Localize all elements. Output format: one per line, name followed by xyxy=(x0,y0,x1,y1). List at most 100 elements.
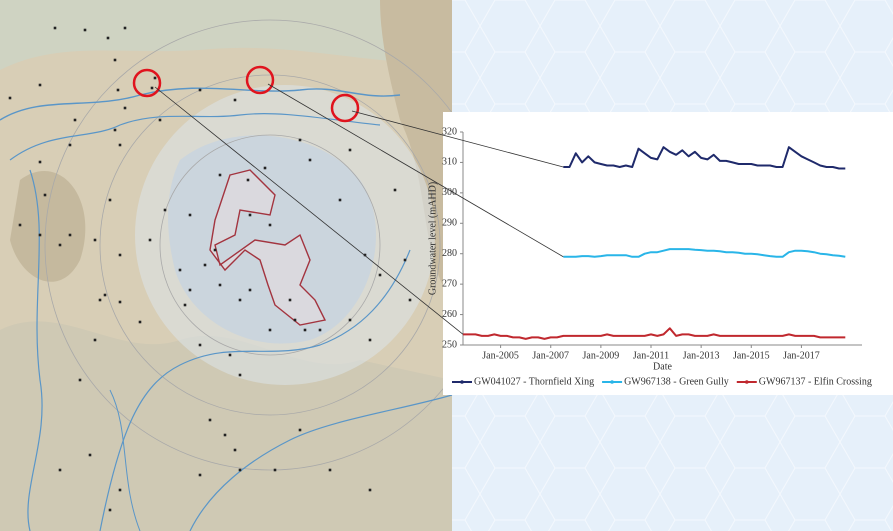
bore-site xyxy=(18,223,22,227)
bore-site xyxy=(58,468,62,472)
x-tick-label: Jan-2005 xyxy=(482,350,519,361)
bore-site xyxy=(246,178,250,182)
bore-site xyxy=(298,138,302,142)
bore-site xyxy=(38,83,42,87)
terrain xyxy=(0,0,452,70)
bore-site xyxy=(378,273,382,277)
y-tick-label: 300 xyxy=(442,187,457,198)
bore-site xyxy=(263,166,267,170)
bore-site xyxy=(318,328,322,332)
bore-site xyxy=(88,453,92,457)
bore-site xyxy=(288,298,292,302)
zone xyxy=(168,135,376,344)
bore-site xyxy=(43,193,47,197)
bore-site xyxy=(73,118,77,122)
bore-site xyxy=(368,488,372,492)
bore-site xyxy=(233,98,237,102)
y-tick-label: 320 xyxy=(442,126,457,137)
bore-site xyxy=(158,118,162,122)
series-line xyxy=(563,146,846,170)
x-tick-label: Jan-2017 xyxy=(783,350,820,361)
bore-site xyxy=(98,298,102,302)
bore-site xyxy=(118,253,122,257)
bore-site xyxy=(148,238,152,242)
bore-site xyxy=(238,468,242,472)
bore-site xyxy=(348,318,352,322)
bore-site xyxy=(403,258,407,262)
series-line xyxy=(463,327,846,340)
legend-marker xyxy=(460,380,464,384)
bore-site xyxy=(408,298,412,302)
river xyxy=(189,394,453,531)
highlight-circle xyxy=(330,93,360,123)
bore-site xyxy=(123,106,127,110)
bore-site xyxy=(113,58,117,62)
bore-site xyxy=(293,318,297,322)
bore-site xyxy=(393,188,397,192)
y-tick-label: 270 xyxy=(442,278,457,289)
bore-site xyxy=(83,28,87,32)
bore-site xyxy=(308,158,312,162)
bore-site xyxy=(298,428,302,432)
y-tick-label: 290 xyxy=(442,218,457,229)
bore-site xyxy=(58,243,62,247)
bore-site xyxy=(198,343,202,347)
bore-site xyxy=(178,268,182,272)
bore-site xyxy=(93,338,97,342)
terrain xyxy=(10,171,86,282)
bore-site xyxy=(150,86,154,90)
legend-label: GW967138 - Green Gully xyxy=(624,376,729,387)
bore-site xyxy=(203,263,207,267)
bore-site xyxy=(113,128,117,132)
series-line xyxy=(563,248,846,258)
y-tick-label: 280 xyxy=(442,248,457,259)
river xyxy=(0,87,401,121)
bore-site xyxy=(268,328,272,332)
y-axis-label: Groundwater level (mAHD) xyxy=(427,182,438,295)
legend-label: GW967137 - Elfin Crossing xyxy=(759,376,872,387)
bore-sites xyxy=(8,26,412,512)
highlight-circle xyxy=(245,65,275,95)
bore-site xyxy=(108,198,112,202)
bore-site xyxy=(118,300,122,304)
bore-site xyxy=(78,378,82,382)
bore-site xyxy=(198,473,202,477)
x-tick-label: Jan-2007 xyxy=(532,350,569,361)
bore-site xyxy=(233,448,237,452)
x-axis-label: Date xyxy=(653,361,672,372)
bore-site xyxy=(8,96,12,100)
bore-site xyxy=(223,433,227,437)
bore-site xyxy=(153,76,157,80)
bore-site xyxy=(163,208,167,212)
legend-marker xyxy=(610,380,614,384)
mine-boundary xyxy=(209,169,327,326)
bore-site xyxy=(213,248,217,252)
bore-site xyxy=(106,36,110,40)
bore-site xyxy=(188,213,192,217)
bore-site xyxy=(38,160,42,164)
river xyxy=(99,249,411,531)
bore-site xyxy=(338,198,342,202)
bore-site xyxy=(123,26,127,30)
bore-site xyxy=(198,88,202,92)
bore-site xyxy=(188,288,192,292)
x-tick-label: Jan-2011 xyxy=(633,350,669,361)
bore-site xyxy=(53,26,57,30)
bore-site xyxy=(116,88,120,92)
leader-lines xyxy=(154,83,564,335)
chart: 250 260 270 280 290 300 310 320 Jan-2005 Jan-2007… xyxy=(427,126,872,387)
bore-site xyxy=(218,283,222,287)
bore-site xyxy=(248,288,252,292)
leader-line xyxy=(351,110,564,168)
river xyxy=(9,113,381,161)
bore-site xyxy=(38,233,42,237)
bore-site xyxy=(248,213,252,217)
leader-line xyxy=(154,86,464,335)
bore-site xyxy=(348,148,352,152)
bore-site xyxy=(183,303,187,307)
buffer-ring xyxy=(159,134,381,356)
bore-site xyxy=(368,338,372,342)
bore-site xyxy=(68,143,72,147)
x-tick-label: Jan-2013 xyxy=(683,350,720,361)
bore-site xyxy=(273,468,277,472)
